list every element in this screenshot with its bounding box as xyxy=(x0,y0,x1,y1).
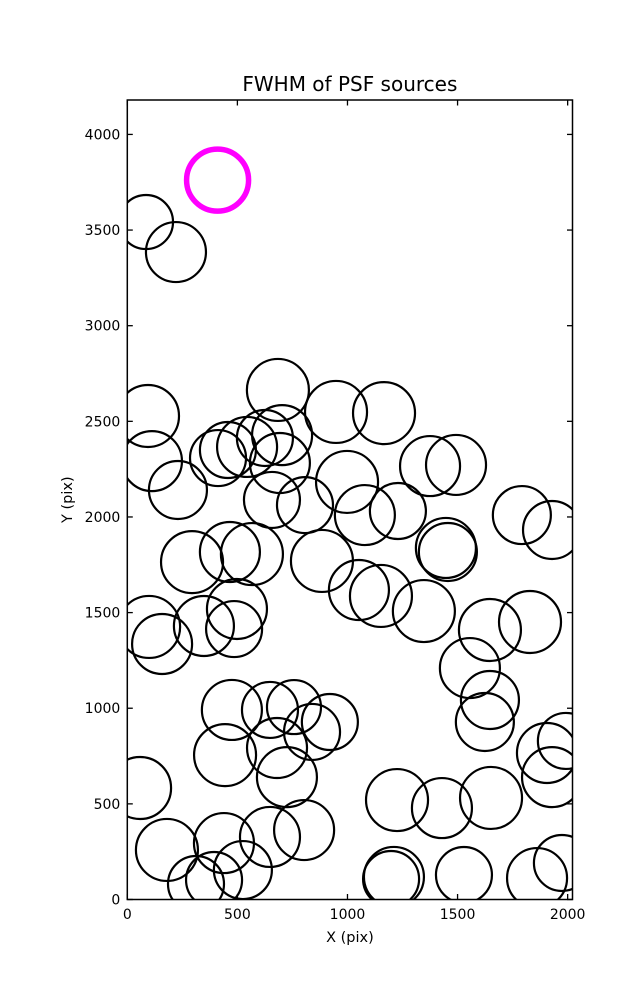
source-circle xyxy=(459,669,521,731)
source-circle xyxy=(410,776,474,840)
x-tick-label: 2000 xyxy=(550,907,586,923)
source-circle xyxy=(491,484,552,546)
y-tick-label: 4000 xyxy=(85,127,121,143)
chart-title: FWHM of PSF sources xyxy=(242,72,457,96)
y-tick-label: 1000 xyxy=(85,701,121,717)
source-circle xyxy=(521,499,573,561)
source-circle xyxy=(219,521,285,587)
source-circle xyxy=(205,577,269,641)
source-circle xyxy=(198,420,258,480)
source-circle xyxy=(391,578,456,644)
source-circle xyxy=(265,678,323,736)
source-circle xyxy=(333,483,396,547)
source-circle xyxy=(314,449,380,515)
source-circle xyxy=(166,854,226,900)
psf-sources-layer xyxy=(127,146,573,900)
source-circle xyxy=(215,415,279,479)
y-axis-ticks: 0 500 1000 1500 2000 2500 3000 3500 4000 xyxy=(85,127,573,909)
source-circle xyxy=(273,798,336,862)
source-circle xyxy=(368,481,427,541)
source-circle xyxy=(255,745,319,809)
source-circle xyxy=(515,721,573,785)
y-tick-label: 2500 xyxy=(85,414,121,430)
source-circle xyxy=(351,381,417,446)
source-circle xyxy=(434,845,494,900)
source-circle xyxy=(147,459,209,521)
y-tick-label: 3000 xyxy=(85,319,121,335)
source-circle xyxy=(130,612,194,676)
x-axis-ticks: 0 500 1000 1500 2000 xyxy=(123,100,586,923)
source-circle xyxy=(536,711,573,771)
source-circle xyxy=(172,594,236,658)
source-circle xyxy=(364,767,430,833)
source-circle xyxy=(532,833,573,893)
x-axis-label: X (pix) xyxy=(326,930,374,946)
plot-border xyxy=(126,99,574,901)
source-circle xyxy=(184,850,244,900)
x-tick-label: 1500 xyxy=(440,907,476,923)
source-circle xyxy=(300,692,359,752)
source-circle xyxy=(238,805,302,869)
source-circle xyxy=(188,428,248,488)
source-circle xyxy=(424,433,488,497)
source-circle xyxy=(127,594,182,660)
source-circle xyxy=(192,722,258,788)
y-tick-label: 3500 xyxy=(85,223,121,239)
source-circle xyxy=(497,589,563,655)
source-circle xyxy=(454,691,515,753)
source-circle xyxy=(327,558,391,622)
source-circle xyxy=(144,220,208,284)
y-tick-label: 500 xyxy=(94,797,121,813)
y-axis-label: Y (pix) xyxy=(60,476,76,524)
source-circle xyxy=(127,383,181,449)
x-tick-label: 0 xyxy=(123,907,132,923)
x-tick-label: 500 xyxy=(224,907,251,923)
source-circle xyxy=(458,765,524,831)
source-circle xyxy=(398,434,462,498)
source-circle xyxy=(200,678,263,742)
y-tick-label: 1500 xyxy=(85,606,121,622)
source-circle xyxy=(520,745,573,809)
source-circle xyxy=(457,597,523,663)
highlighted-source-circle xyxy=(183,146,252,214)
source-circle xyxy=(361,849,421,900)
source-circle xyxy=(134,817,200,883)
source-circle xyxy=(245,716,309,780)
source-circle xyxy=(198,520,262,584)
y-tick-label: 2000 xyxy=(85,510,121,526)
source-circle xyxy=(240,680,300,740)
source-circle xyxy=(275,476,335,535)
source-circle xyxy=(417,521,478,583)
y-tick-label: 0 xyxy=(111,893,120,909)
source-circle xyxy=(303,379,369,445)
source-circle xyxy=(204,599,264,659)
source-circle xyxy=(127,755,173,821)
source-circle xyxy=(245,357,311,423)
source-circle xyxy=(242,470,302,530)
source-circle xyxy=(348,563,414,629)
x-tick-label: 1000 xyxy=(330,907,366,923)
